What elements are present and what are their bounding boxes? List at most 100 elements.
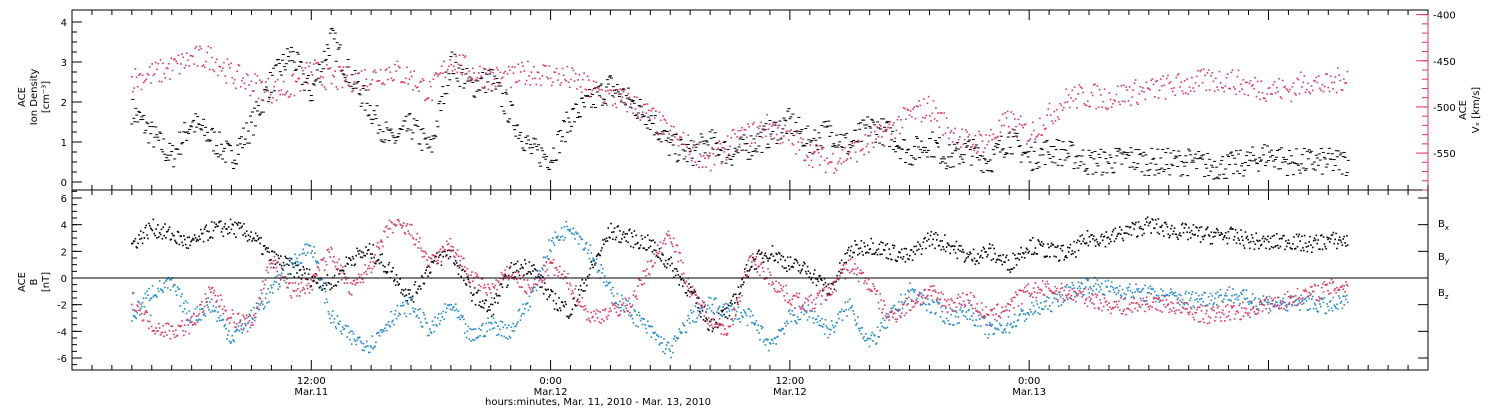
density-point [248, 115, 252, 117]
bx-point [312, 280, 314, 282]
vx-point [1329, 75, 1332, 77]
by-point [779, 330, 782, 332]
density-point [652, 134, 656, 136]
vx-point [207, 45, 210, 48]
by-point [1287, 303, 1290, 306]
density-point [426, 147, 430, 149]
bx-point [722, 309, 724, 312]
by-point [970, 304, 972, 307]
vx-point [1230, 71, 1233, 74]
vx-point [305, 62, 308, 64]
density-point [1195, 168, 1199, 170]
by-point [482, 335, 485, 338]
by-point [789, 313, 792, 315]
by-point [489, 321, 492, 324]
bx-point [396, 281, 399, 283]
by-point [1214, 297, 1216, 300]
by-point [447, 304, 450, 307]
by-point [595, 258, 598, 260]
bz-point [133, 309, 136, 312]
vx-point [561, 67, 564, 70]
by-point [1286, 309, 1289, 312]
vx-point [361, 85, 364, 87]
density-point [986, 160, 990, 162]
bx-point [649, 245, 652, 248]
bx-point [435, 255, 437, 258]
by-point [1007, 316, 1010, 318]
bx-point [1333, 242, 1336, 245]
by-point [741, 315, 743, 317]
bx-point [232, 224, 235, 226]
bx-point [654, 241, 656, 244]
vx-point [807, 156, 809, 158]
by-point [1337, 308, 1339, 310]
vx-point [1119, 103, 1121, 106]
by-point [883, 319, 886, 322]
density-point [952, 143, 956, 145]
density-point [134, 107, 138, 109]
vx-point [775, 133, 778, 136]
by-point [583, 249, 585, 251]
bx-point [318, 286, 321, 289]
bx-point [876, 253, 879, 256]
by-point [242, 329, 244, 331]
density-point [1279, 147, 1283, 149]
density-point [748, 158, 752, 160]
vx-point [778, 124, 780, 127]
vx-point [424, 99, 426, 102]
by-point [572, 227, 575, 230]
vx-point [768, 123, 771, 126]
density-point [1242, 175, 1246, 177]
density-point [663, 130, 667, 132]
vx-point [963, 138, 966, 141]
by-point [608, 281, 611, 284]
density-point [387, 140, 391, 142]
by-point [254, 316, 257, 319]
by-point [191, 321, 193, 323]
vx-point [166, 67, 169, 70]
density-point [195, 126, 199, 128]
density-point [585, 95, 589, 97]
vx-point [832, 152, 834, 155]
vx-point [656, 131, 658, 133]
density-point [239, 143, 243, 145]
vx-point [848, 151, 851, 153]
by-point [429, 331, 432, 333]
by-point [1239, 302, 1241, 305]
density-point [1284, 158, 1288, 160]
density-point [876, 121, 880, 123]
vx-point [300, 67, 303, 69]
bx-point [1260, 243, 1263, 246]
density-point [946, 156, 950, 158]
by-point [1197, 300, 1199, 303]
bz-point [158, 327, 161, 329]
bx-point [999, 254, 1002, 257]
bx-point [499, 283, 502, 285]
vx-point [740, 129, 742, 132]
bx-point [809, 272, 812, 275]
bx-point [237, 221, 240, 224]
by-point [1320, 305, 1322, 308]
by-point [1314, 304, 1317, 306]
vx-point [485, 72, 487, 75]
by-point [1086, 279, 1089, 282]
by-point [670, 356, 672, 359]
by-point [232, 339, 235, 341]
by-point [833, 331, 836, 333]
density-point [1160, 167, 1164, 169]
by-point [316, 260, 319, 263]
bx-point [738, 293, 741, 296]
bx-point [775, 252, 777, 255]
vx-point [592, 80, 595, 82]
vx-point [237, 64, 240, 66]
by-point [465, 336, 468, 339]
by-point [944, 322, 946, 325]
density-point [802, 144, 806, 146]
bx-point [759, 253, 761, 256]
vx-point [670, 125, 673, 127]
bx-point [598, 253, 601, 256]
bx-point [206, 230, 209, 232]
bx-point [154, 234, 156, 237]
by-point [1251, 293, 1254, 295]
vx-point [553, 71, 555, 73]
